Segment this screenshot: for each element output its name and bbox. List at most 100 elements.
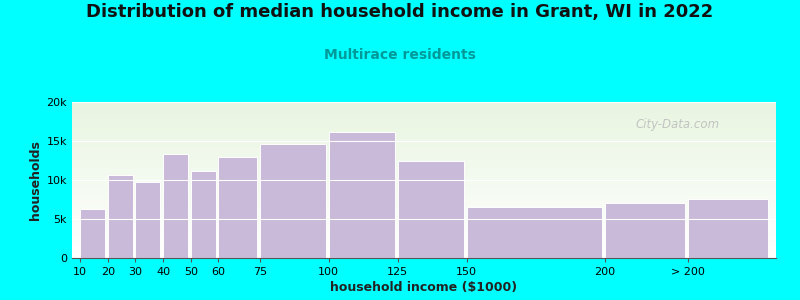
Bar [72, 222, 776, 224]
Y-axis label: households: households [30, 140, 42, 220]
Bar [72, 210, 776, 211]
Bar [72, 102, 776, 104]
Bar [72, 238, 776, 239]
Bar [72, 247, 776, 249]
Bar [72, 250, 776, 252]
Bar [72, 180, 776, 182]
Bar [72, 200, 776, 202]
Bar [72, 183, 776, 185]
Bar [72, 256, 776, 258]
Bar [135, 182, 160, 258]
Bar [72, 135, 776, 136]
Bar [72, 255, 776, 256]
Bar [72, 191, 776, 193]
Bar [72, 103, 776, 105]
Bar [72, 149, 776, 150]
Bar [72, 205, 776, 206]
Text: Multirace residents: Multirace residents [324, 48, 476, 62]
Bar [72, 155, 776, 157]
Bar [72, 154, 776, 155]
Bar [72, 249, 776, 250]
Bar [72, 111, 776, 113]
X-axis label: household income ($1000): household income ($1000) [330, 281, 518, 294]
Bar [72, 116, 776, 118]
Bar [72, 252, 776, 253]
Bar [72, 105, 776, 107]
Bar [72, 241, 776, 242]
Bar [72, 169, 776, 171]
Bar [72, 220, 776, 222]
Bar [72, 161, 776, 163]
Bar [72, 197, 776, 199]
Bar [72, 193, 776, 194]
Bar [72, 203, 776, 205]
Text: Distribution of median household income in Grant, WI in 2022: Distribution of median household income … [86, 3, 714, 21]
Bar [72, 140, 776, 141]
Bar [218, 157, 257, 258]
Bar [72, 213, 776, 214]
Bar [72, 107, 776, 108]
Bar [72, 199, 776, 200]
Bar [72, 113, 776, 115]
Bar [190, 171, 215, 258]
Bar [72, 232, 776, 233]
Bar [72, 122, 776, 124]
Bar [72, 110, 776, 111]
Bar [72, 242, 776, 244]
Bar [72, 230, 776, 232]
Bar [72, 174, 776, 175]
Bar [72, 128, 776, 130]
Bar [605, 203, 685, 258]
Bar [72, 211, 776, 213]
Bar [72, 119, 776, 121]
Bar [72, 178, 776, 180]
Bar [72, 133, 776, 135]
Text: City-Data.com: City-Data.com [635, 118, 719, 130]
Bar [72, 245, 776, 247]
Bar [72, 196, 776, 197]
Bar [72, 177, 776, 178]
Bar [72, 146, 776, 147]
Bar [398, 160, 464, 258]
Bar [72, 208, 776, 210]
Bar [72, 142, 776, 144]
Bar [72, 171, 776, 172]
Bar [72, 225, 776, 227]
Bar [688, 199, 768, 258]
Bar [72, 253, 776, 255]
Bar [72, 188, 776, 189]
Bar [72, 189, 776, 191]
Bar [72, 206, 776, 208]
Bar [72, 244, 776, 245]
Bar [72, 115, 776, 116]
Bar [260, 144, 326, 258]
Bar [72, 167, 776, 169]
Bar [72, 239, 776, 241]
Bar [72, 147, 776, 149]
Bar [72, 186, 776, 188]
Bar [72, 157, 776, 158]
Bar [72, 160, 776, 161]
Bar [72, 118, 776, 119]
Bar [108, 175, 133, 258]
Bar [329, 132, 395, 258]
Bar [72, 236, 776, 238]
Bar [80, 209, 105, 258]
Bar [72, 125, 776, 127]
Bar [72, 144, 776, 146]
Bar [72, 163, 776, 164]
Bar [72, 185, 776, 186]
Bar [72, 150, 776, 152]
Bar [72, 175, 776, 177]
Bar [72, 202, 776, 203]
Bar [72, 214, 776, 216]
Bar [72, 164, 776, 166]
Bar [163, 154, 188, 258]
Bar [72, 233, 776, 235]
Bar [72, 141, 776, 142]
Bar [72, 138, 776, 140]
Bar [72, 132, 776, 133]
Bar [466, 207, 602, 258]
Bar [72, 227, 776, 228]
Bar [72, 130, 776, 132]
